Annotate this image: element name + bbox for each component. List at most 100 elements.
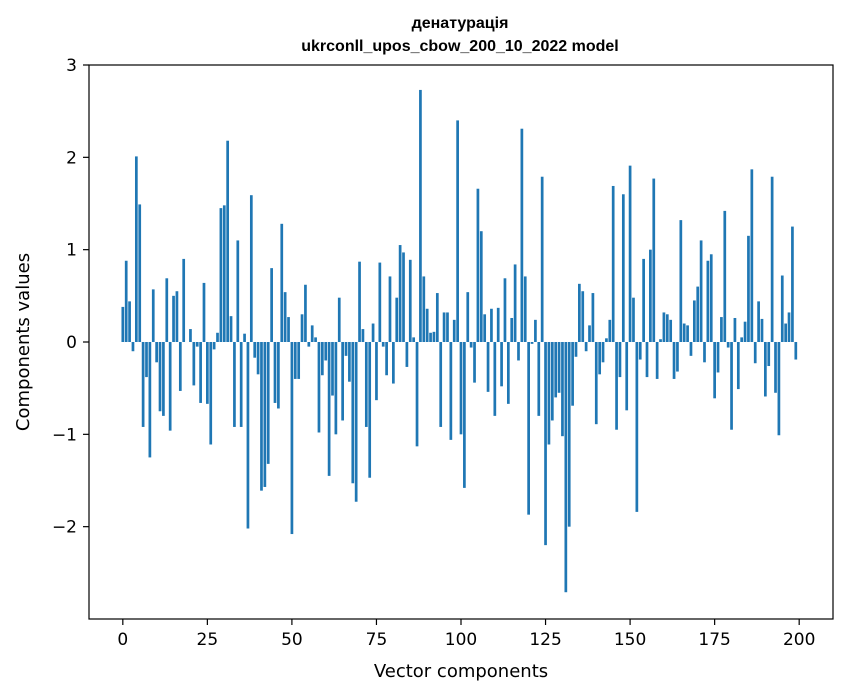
bar-137 (584, 342, 588, 352)
bar-81 (395, 297, 399, 342)
bar-21 (192, 342, 196, 386)
x-tick-label-100: 100 (445, 630, 477, 650)
bar-44 (270, 268, 273, 342)
bar-22 (195, 342, 199, 347)
bar-68 (351, 342, 355, 484)
bar-120 (527, 342, 530, 515)
x-axis-label: Vector components (374, 661, 548, 682)
bar-156 (649, 249, 652, 342)
bar-132 (567, 342, 571, 527)
bar-125 (544, 342, 547, 546)
bar-165 (679, 220, 683, 342)
chart-title: денатурація (412, 15, 509, 32)
bar-131 (564, 342, 568, 593)
bar-18 (182, 258, 186, 342)
bar-145 (611, 185, 615, 342)
bar-159 (659, 339, 662, 342)
bar-109 (490, 308, 493, 342)
bar-187 (753, 342, 757, 364)
bar-41 (260, 342, 263, 491)
bar-189 (760, 318, 764, 342)
bar-195 (780, 275, 784, 342)
bar-9 (151, 289, 155, 342)
bar-168 (689, 342, 693, 356)
bar-94 (439, 342, 443, 427)
bar-79 (388, 276, 392, 342)
bar-100 (459, 342, 463, 435)
bar-151 (632, 297, 635, 342)
bar-88 (419, 89, 422, 343)
bar-140 (594, 342, 598, 425)
y-tick-label-0: 0 (66, 333, 77, 353)
bar-121 (530, 342, 534, 344)
bar-178 (723, 210, 727, 342)
bar-166 (682, 323, 686, 342)
bar-54 (304, 284, 307, 342)
bar-55 (307, 342, 311, 347)
bar-4 (134, 156, 138, 342)
x-tick-label-0: 0 (117, 630, 128, 650)
bar-83 (402, 252, 405, 342)
bar-101 (463, 342, 466, 488)
bar-65 (341, 342, 344, 421)
bar-144 (608, 319, 612, 342)
bar-80 (392, 342, 395, 384)
bar-27 (212, 342, 216, 350)
bar-50 (290, 342, 294, 535)
bar-96 (446, 312, 449, 342)
bar-108 (486, 342, 490, 392)
bar-59 (320, 342, 324, 376)
bar-134 (574, 342, 578, 357)
x-tick-label-75: 75 (366, 630, 388, 650)
bar-152 (635, 342, 639, 512)
bar-112 (500, 342, 503, 387)
bar-64 (337, 297, 341, 342)
bar-143 (605, 338, 608, 342)
bar-71 (361, 329, 365, 342)
bar-188 (757, 301, 760, 342)
bar-86 (412, 337, 416, 342)
bar-28 (216, 332, 219, 342)
bar-57 (314, 337, 317, 342)
bar-123 (537, 342, 541, 416)
bar-11 (158, 342, 162, 412)
bar-38 (249, 195, 253, 342)
bar-163 (672, 342, 676, 379)
bar-32 (229, 316, 233, 342)
bar-164 (676, 342, 679, 372)
bar-197 (787, 312, 791, 342)
bar-62 (331, 342, 334, 396)
bar-130 (561, 342, 564, 437)
bar-69 (354, 342, 358, 502)
bar-0 (121, 306, 125, 342)
bar-182 (736, 342, 740, 390)
bar-128 (554, 342, 558, 398)
bar-175 (713, 342, 716, 399)
bar-126 (547, 342, 551, 445)
y-tick-label--2: −2 (52, 518, 77, 538)
bar-39 (253, 342, 257, 358)
x-tick-label-125: 125 (529, 630, 561, 650)
bar-40 (256, 342, 260, 375)
bar-103 (469, 342, 473, 348)
bar-142 (601, 342, 605, 363)
bar-176 (716, 342, 720, 373)
x-tick-label-25: 25 (197, 630, 219, 650)
bar-77 (381, 342, 385, 347)
bar-67 (348, 342, 351, 382)
bar-35 (239, 342, 243, 427)
bar-76 (378, 262, 382, 342)
bar-139 (591, 293, 595, 342)
bar-118 (520, 128, 524, 342)
bar-82 (398, 245, 402, 342)
bar-1 (124, 260, 128, 342)
bar-34 (236, 240, 240, 342)
bar-180 (730, 342, 733, 430)
bar-42 (263, 342, 267, 487)
bar-78 (385, 342, 388, 376)
bar-190 (764, 342, 767, 397)
bar-63 (334, 342, 338, 435)
bar-104 (473, 342, 476, 383)
bar-99 (456, 120, 459, 343)
